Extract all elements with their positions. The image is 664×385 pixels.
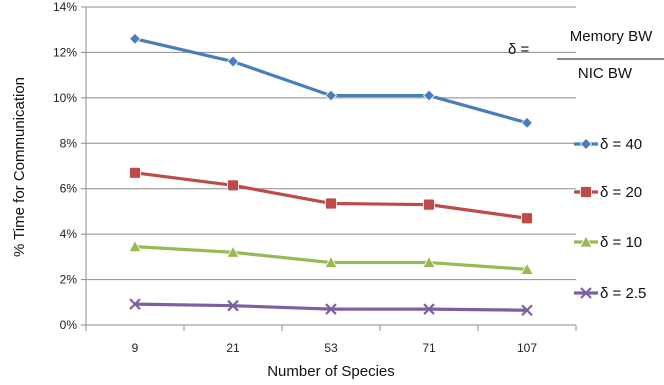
- series-3: [128, 239, 534, 275]
- marker-stroke: [423, 303, 435, 315]
- x-tick-label: 21: [226, 341, 240, 355]
- series-4: [129, 298, 533, 317]
- series-1-point: [520, 116, 534, 129]
- formula-lhs: δ =: [508, 41, 530, 58]
- marker-stroke: [325, 303, 337, 315]
- series-4-point: [325, 303, 337, 315]
- y-tick-label: 14%: [53, 0, 77, 14]
- marker-stroke: [580, 287, 592, 299]
- series-2-point: [129, 166, 141, 179]
- y-tick-label: 8%: [60, 136, 78, 150]
- legend-item: δ = 2.5: [574, 285, 646, 302]
- legend-label: δ = 40: [600, 136, 642, 153]
- series-1-line: [134, 37, 528, 125]
- series-2-point: [423, 198, 435, 211]
- legend-label: δ = 2.5: [600, 285, 646, 302]
- legend-swatch-marker: [580, 287, 592, 299]
- series-2-point: [521, 212, 533, 225]
- delta-formula: δ = Memory BW NIC BW: [508, 28, 664, 82]
- legend-item: δ = 20: [574, 184, 642, 201]
- series-2-point: [227, 179, 239, 192]
- series-4-point: [227, 299, 239, 312]
- series-3-point: [520, 262, 534, 275]
- legend-swatch-marker: [579, 137, 593, 151]
- legend-swatch-marker: [579, 235, 593, 248]
- marker-stroke: [129, 298, 141, 310]
- gridlines: [86, 6, 576, 326]
- series-3-point: [128, 239, 142, 253]
- series-2-point: [325, 197, 337, 210]
- formula-numerator: Memory BW: [570, 28, 653, 45]
- y-tick-label: 10%: [53, 91, 77, 105]
- y-tick-label: 12%: [53, 45, 77, 59]
- x-tick-label: 53: [324, 341, 338, 355]
- y-tick-label: 0%: [60, 318, 78, 332]
- formula-denominator: NIC BW: [578, 65, 633, 82]
- legend-item: δ = 10: [574, 234, 642, 251]
- y-tick-label: 6%: [60, 182, 78, 196]
- axes: [81, 6, 577, 331]
- series-3-point: [324, 255, 338, 268]
- series-4-point: [423, 303, 435, 315]
- x-tick-label: 107: [517, 341, 537, 355]
- y-tick-label: 4%: [60, 227, 78, 241]
- series-2-line: [134, 171, 528, 220]
- legend: δ = 40 δ = 20 δ = 10 δ = 2.5: [574, 136, 646, 302]
- series-1-point: [422, 89, 436, 102]
- series-2: [129, 166, 533, 225]
- x-tick-label: 9: [132, 341, 139, 355]
- series-4-point: [129, 298, 141, 310]
- x-tick-label: 71: [422, 341, 436, 355]
- series-1-point: [128, 32, 142, 45]
- series-1-point: [324, 89, 338, 102]
- series-1: [128, 32, 534, 129]
- legend-swatch-marker: [580, 186, 592, 198]
- marker-stroke: [521, 304, 533, 317]
- series-1-point: [226, 55, 240, 68]
- series-3-point: [422, 255, 436, 268]
- legend-label: δ = 20: [600, 184, 642, 201]
- legend-item: δ = 40: [574, 136, 642, 153]
- legend-label: δ = 10: [600, 234, 642, 251]
- y-axis-title: % Time for Communication: [11, 77, 28, 257]
- x-axis-title: Number of Species: [267, 363, 395, 380]
- series-3-point: [226, 245, 240, 258]
- series-4-point: [521, 304, 533, 317]
- x-tick-labels: 9 21 53 71 107: [132, 341, 538, 355]
- series-group: [128, 32, 534, 317]
- y-tick-label: 2%: [60, 273, 78, 287]
- marker-stroke: [227, 299, 239, 312]
- y-tick-labels: 0% 2% 4% 6% 8% 10% 12% 14%: [53, 0, 77, 332]
